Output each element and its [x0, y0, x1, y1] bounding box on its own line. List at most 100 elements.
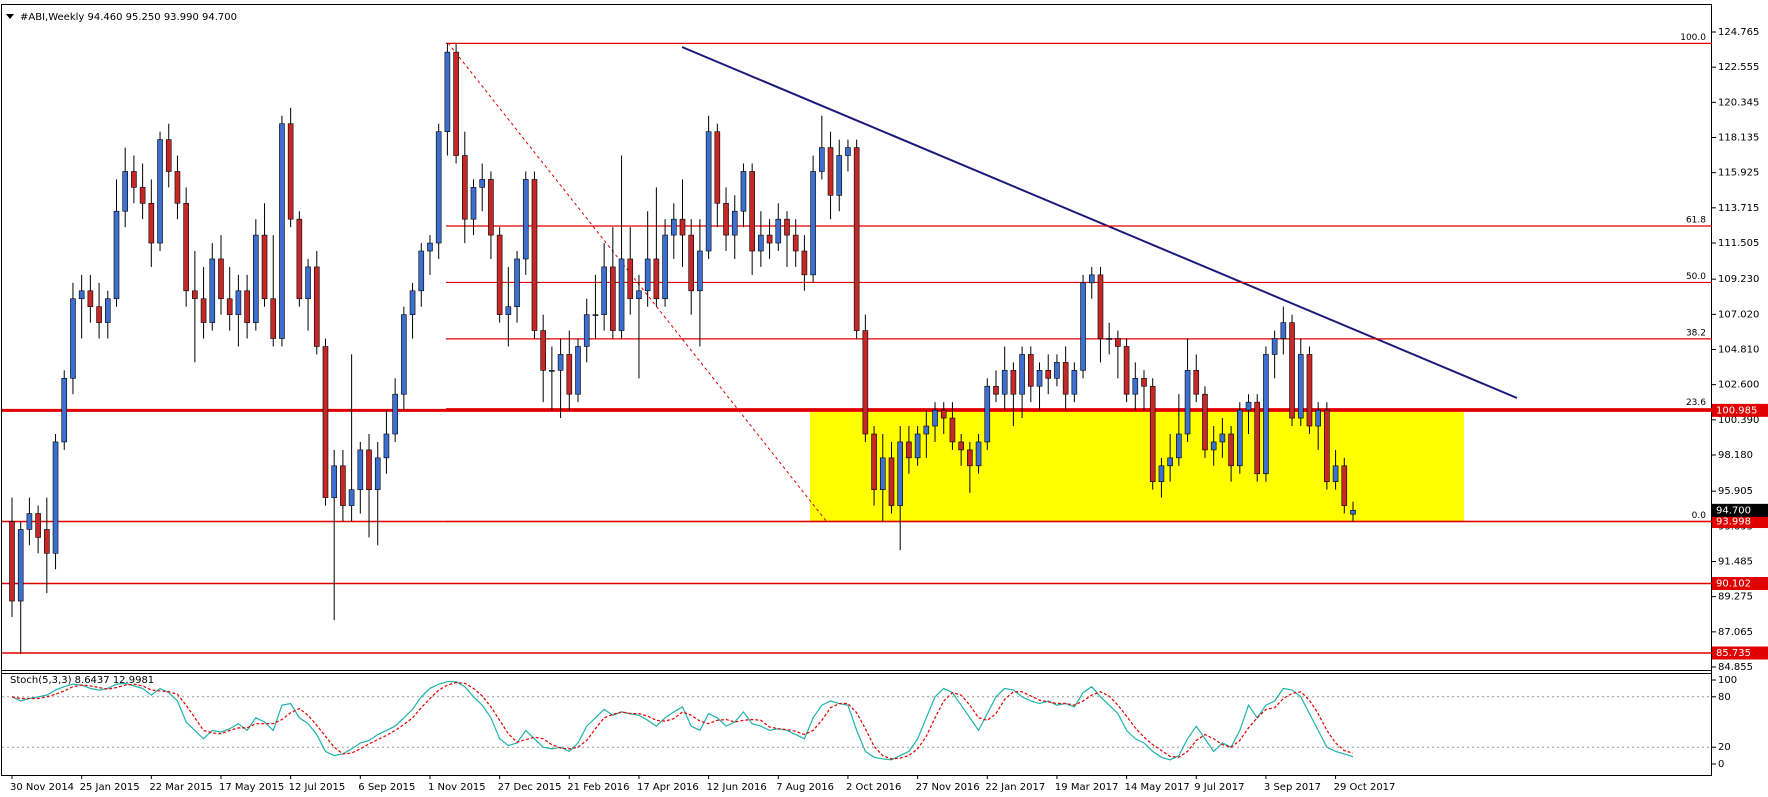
y-tick-label: 91.485 [1718, 557, 1753, 568]
candle-body [157, 139, 163, 244]
y-tick-label: 104.810 [1718, 345, 1759, 356]
candle-body [758, 234, 764, 252]
candle-body [435, 131, 442, 244]
candle-body [522, 179, 529, 260]
x-tick-label: 7 Aug 2016 [776, 782, 834, 793]
candle-body [592, 314, 599, 316]
candle-body [401, 314, 407, 395]
candle-body [1184, 370, 1191, 435]
candle-body [9, 521, 15, 602]
x-tick-label: 1 Nov 2015 [428, 782, 486, 793]
y-tick-label: 118.135 [1718, 132, 1759, 143]
x-tick-label: 22 Mar 2015 [149, 782, 212, 793]
candle-body [305, 266, 311, 300]
candle-body [914, 433, 921, 459]
fibo-label: 61.8 [1686, 216, 1706, 226]
candle-body [819, 147, 825, 172]
candle-body [261, 234, 268, 300]
last-price-tag-label: 94.700 [1716, 505, 1751, 516]
candle-body [906, 441, 912, 459]
x-tick-label: 27 Dec 2015 [498, 782, 562, 793]
x-tick-label: 12 Jul 2015 [289, 782, 346, 793]
candle-body [61, 377, 68, 443]
candle-body [679, 218, 686, 236]
candle-body [409, 290, 416, 315]
candle-body [183, 202, 189, 292]
level-tag-label: 90.102 [1716, 579, 1751, 590]
candle-body [165, 139, 172, 172]
candle-body [374, 457, 381, 490]
candle-body [131, 171, 137, 188]
y-tick-label: 111.505 [1718, 238, 1759, 249]
collapse-icon[interactable] [6, 14, 14, 19]
frame [1, 4, 1712, 776]
stoch-tick-label: 100 [1718, 675, 1737, 686]
candle-body [444, 51, 451, 132]
candle-body [557, 354, 564, 371]
candle-body [1149, 385, 1156, 483]
candle-body [296, 218, 303, 300]
candle-body [949, 417, 956, 443]
candle-body [1193, 370, 1200, 395]
candle-body [1202, 393, 1208, 451]
candle-body [200, 298, 207, 323]
candle-body [139, 187, 146, 204]
candle-body [1115, 338, 1121, 347]
x-tick-label: 21 Feb 2016 [567, 782, 629, 793]
candle-body [740, 171, 747, 212]
y-tick-label: 120.345 [1718, 97, 1759, 108]
level-tag [1712, 577, 1768, 591]
candle-body [697, 250, 703, 292]
candle-body [1236, 409, 1243, 467]
candle-body [644, 258, 651, 292]
x-tick-label: 19 Mar 2017 [1055, 782, 1118, 793]
candle-body [357, 449, 364, 490]
candle-body [897, 441, 903, 506]
candle-body [1080, 282, 1086, 371]
candle-body [575, 346, 581, 395]
candle-body [723, 202, 729, 236]
fibo-label: 0.0 [1692, 511, 1707, 521]
candle-body [801, 250, 808, 276]
candle-body [871, 433, 877, 490]
candle-body [627, 258, 634, 300]
y-tick-label: 95.905 [1718, 486, 1753, 497]
level-tag-label: 93.998 [1716, 517, 1751, 528]
candle-body [792, 234, 799, 252]
candle-body [270, 298, 277, 339]
x-tick-label: 29 Oct 2017 [1334, 782, 1396, 793]
candle-body [174, 171, 181, 204]
candle-body [209, 258, 216, 323]
candle-body [192, 290, 198, 300]
candle-body [427, 242, 433, 252]
candle-body [1088, 274, 1095, 284]
y-tick-label: 109.230 [1718, 274, 1759, 285]
candle-body [1245, 401, 1252, 411]
candle-body [505, 306, 512, 315]
candle-body [313, 266, 320, 347]
candle-body [366, 449, 372, 490]
fibo-label: 23.6 [1686, 398, 1706, 408]
candle-body [26, 513, 33, 530]
candle-body [1132, 377, 1139, 395]
candle-body [932, 409, 938, 427]
candle-body [601, 266, 607, 315]
candle-body [1071, 370, 1078, 395]
candle-body [583, 314, 590, 347]
x-tick-label: 30 Nov 2014 [10, 782, 74, 793]
candle-body [96, 306, 102, 323]
candle-body [566, 354, 573, 395]
candle-body [775, 218, 782, 244]
level-tag [1712, 515, 1768, 529]
candle-body [653, 258, 660, 300]
candle-body [44, 529, 50, 554]
candle-body [1263, 354, 1269, 475]
candle-body [1350, 510, 1356, 515]
y-tick-label: 89.275 [1718, 592, 1753, 603]
candle-body [1315, 409, 1321, 427]
candle-body [488, 179, 494, 236]
candle-body [531, 179, 538, 331]
y-tick-label: 102.600 [1718, 380, 1759, 391]
candle-body [1141, 377, 1147, 387]
